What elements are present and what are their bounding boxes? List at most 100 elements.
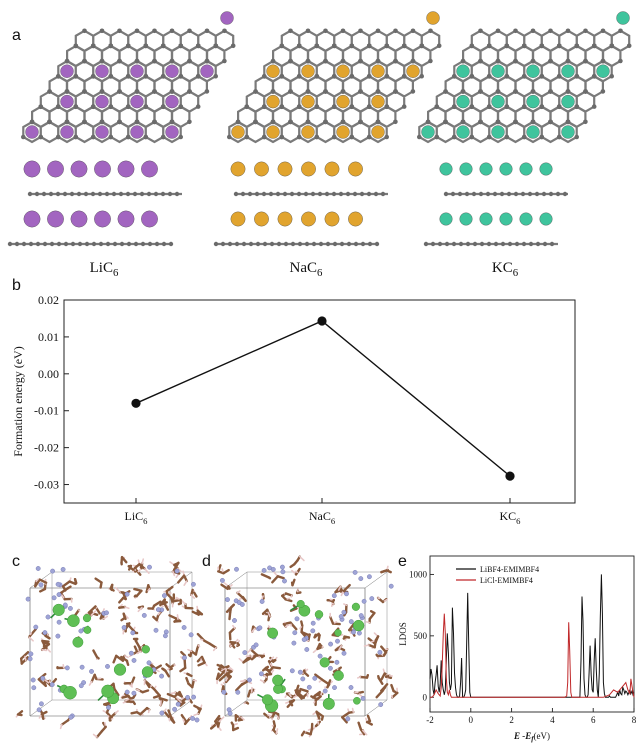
n-atom xyxy=(56,619,62,625)
bond xyxy=(208,642,218,649)
bond xyxy=(191,679,196,689)
carbon-atom-side xyxy=(366,191,372,197)
bond xyxy=(191,610,200,616)
y-axis-title: LDOS xyxy=(398,622,408,646)
bond xyxy=(314,673,324,681)
n-atom xyxy=(25,596,31,602)
carbon-atom xyxy=(279,104,285,109)
bond xyxy=(133,594,137,598)
bond xyxy=(177,602,182,606)
bond xyxy=(260,573,270,579)
carbon-atom-side xyxy=(542,241,548,247)
x-tick-label-kc-main: KC xyxy=(500,509,517,523)
bond xyxy=(329,615,335,625)
h-bond xyxy=(170,691,177,695)
n-atom xyxy=(259,599,265,604)
bond xyxy=(60,719,70,726)
carbon-atom xyxy=(91,73,96,79)
bond xyxy=(365,720,373,726)
n-atom xyxy=(51,595,57,601)
carbon-atom-side xyxy=(443,191,449,197)
metal-atom-side xyxy=(539,212,553,226)
carbon-atom xyxy=(99,89,105,94)
metal-atom xyxy=(95,64,109,78)
carbon-atom xyxy=(169,119,175,125)
metal-atom xyxy=(200,64,214,78)
carbon-atom xyxy=(609,43,615,49)
bond xyxy=(90,673,96,683)
carbon-atom-side xyxy=(90,191,96,197)
carbon-atom xyxy=(340,119,346,125)
carbon-atom-side xyxy=(248,241,254,247)
carbon-atom-side xyxy=(105,241,111,247)
bond xyxy=(189,650,193,658)
carbon-atom xyxy=(270,119,276,125)
carbon-atom xyxy=(288,58,293,64)
n-atom xyxy=(174,568,180,574)
carbon-atom-side xyxy=(499,191,505,197)
h-bond xyxy=(220,667,227,672)
h-bond xyxy=(176,697,182,704)
carbon-atom xyxy=(117,89,122,94)
bond xyxy=(43,582,47,591)
crystal-kc xyxy=(417,11,632,247)
metal-atom-side xyxy=(23,210,41,228)
bond xyxy=(163,602,170,611)
h-bond xyxy=(35,578,39,583)
n-atom xyxy=(328,641,333,647)
cl-atom xyxy=(322,697,335,710)
carbon-atom-side xyxy=(493,241,499,247)
h-bond xyxy=(218,716,225,723)
metal-atom-side xyxy=(230,211,246,227)
n-atom xyxy=(89,669,94,674)
carbon-atom xyxy=(187,28,192,34)
metal-atom-side xyxy=(23,160,41,178)
data-point-lic xyxy=(131,398,141,408)
n-atom xyxy=(361,598,367,604)
carbon-atom xyxy=(262,134,267,140)
carbon-atom xyxy=(425,119,431,125)
data-point-kc xyxy=(505,471,515,481)
carbon-atom-side xyxy=(269,241,275,247)
bond xyxy=(375,689,384,699)
panel-e-label: e xyxy=(398,553,407,570)
n-atom xyxy=(182,655,187,661)
carbon-atom xyxy=(204,58,210,64)
h-bond xyxy=(193,679,197,682)
carbon-atom-side xyxy=(154,241,160,247)
carbon-atom xyxy=(91,134,96,140)
carbon-atom-side xyxy=(296,191,302,197)
carbon-atom xyxy=(384,43,390,49)
carbon-atom xyxy=(270,58,276,64)
bond xyxy=(385,569,392,574)
bond xyxy=(180,714,188,724)
carbon-atom xyxy=(38,104,44,109)
metal-atoms-top-view xyxy=(25,11,234,139)
metal-atom xyxy=(561,94,575,109)
carbon-atom xyxy=(99,119,105,125)
carbon-atom xyxy=(323,58,328,64)
h-bond xyxy=(251,627,256,633)
molecules xyxy=(209,555,399,738)
carbon-atom xyxy=(314,73,320,79)
bond xyxy=(108,711,117,720)
carbon-atom-side xyxy=(367,241,373,247)
carbon-atom xyxy=(126,104,131,109)
carbon-atom xyxy=(358,28,363,34)
bond xyxy=(367,643,376,649)
molecules xyxy=(15,556,218,739)
carbon-atom-side xyxy=(276,241,282,247)
carbon-atom-side xyxy=(534,191,540,197)
bond xyxy=(291,578,296,587)
cl-atom xyxy=(353,696,361,705)
carbon-atom xyxy=(384,104,390,109)
carbon-atom xyxy=(574,73,580,79)
carbon-atom xyxy=(419,73,424,79)
carbon-atom xyxy=(270,89,276,94)
n-atom xyxy=(225,597,230,602)
carbon-atom xyxy=(178,104,184,109)
h-bond xyxy=(136,688,141,692)
carbon-atom-side xyxy=(168,241,174,247)
y-tick-label: 0 xyxy=(423,692,428,702)
carbon-atom xyxy=(288,119,293,125)
